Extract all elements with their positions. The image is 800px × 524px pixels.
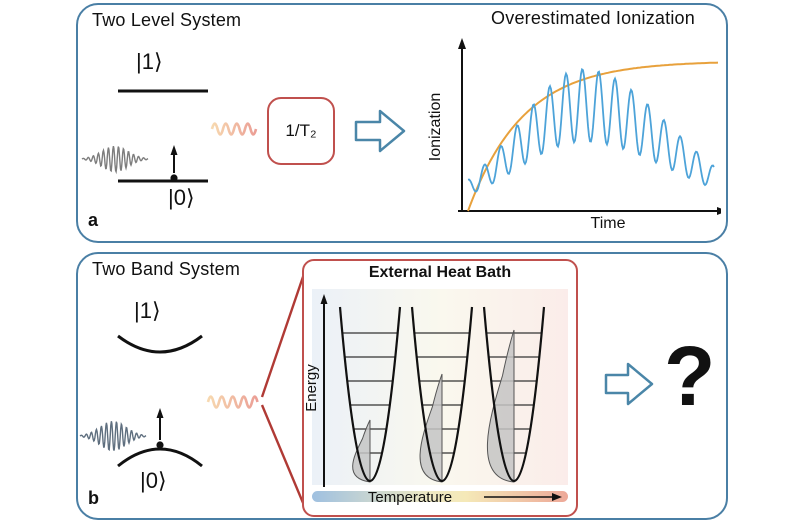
flow-arrow-icon [604, 362, 654, 406]
panel-a-drawing [81, 38, 721, 215]
panel-a-title: Two Level System [92, 10, 242, 30]
potential-well [482, 306, 546, 482]
magnifier-line-bottom [260, 404, 308, 511]
ionization-axis-label: Ionization [427, 92, 444, 162]
saturation-curve [467, 61, 719, 212]
wave-packet [79, 421, 147, 452]
temperature-axis-label: Temperature [367, 489, 453, 506]
band-1-ket-label: |1⟩ [134, 298, 161, 323]
panel-b-corner-label: b [88, 488, 99, 508]
temperature-gradient-bar [312, 491, 568, 502]
thermal-distribution [486, 329, 515, 483]
electron-dot [170, 174, 178, 182]
band-1-curve [117, 334, 203, 354]
y-axis-arrowhead-icon [458, 38, 466, 49]
heat-bath-inset: External Heat Bath Energy Temperature [302, 259, 578, 517]
excitation-arrowhead-icon [156, 408, 164, 418]
x-axis-arrowhead-icon [717, 207, 721, 215]
energy-axis-label: Energy [303, 364, 320, 412]
thermal-distribution [419, 373, 443, 483]
potential-well [338, 306, 402, 482]
level-0-ket-label: |0⟩ [168, 185, 195, 210]
panel-b-two-band-system: Two Band System |1⟩ |0⟩ ? b External Hea… [76, 252, 728, 520]
thermal-distribution [352, 419, 371, 483]
temperature-arrow-icon [484, 493, 562, 501]
plot-title: Overestimated Ionization [491, 8, 695, 28]
potential-wells [338, 306, 546, 483]
excitation-arrowhead-icon [170, 145, 178, 155]
panel-a-two-level-system: Two Level System Overestimated Ionizatio… [76, 3, 728, 243]
heat-bath-drawing [312, 289, 568, 487]
photon-wave [206, 395, 259, 409]
decoherence-rate-box: 1/T₂ [267, 97, 335, 165]
photon-wave [210, 122, 258, 136]
magnifier-line-top [260, 267, 308, 398]
decoherence-rate-label: 1/T₂ [285, 121, 317, 140]
energy-axis-arrowhead-icon [320, 294, 328, 304]
panel-b-drawing [79, 267, 654, 511]
wave-packet [81, 145, 149, 175]
potential-well [410, 306, 474, 482]
electron-dot [156, 441, 164, 449]
level-1-ket-label: |1⟩ [136, 49, 163, 74]
band-0-curve [117, 447, 203, 468]
question-mark: ? [664, 329, 716, 423]
time-axis-label: Time [590, 215, 626, 232]
inset-title: External Heat Bath [368, 264, 512, 281]
panel-a-corner-label: a [88, 210, 99, 230]
panel-b-title: Two Band System [92, 259, 241, 279]
band-0-ket-label: |0⟩ [140, 468, 167, 493]
flow-arrow-icon [354, 109, 406, 153]
oscillating-ionization-curve [467, 67, 715, 193]
